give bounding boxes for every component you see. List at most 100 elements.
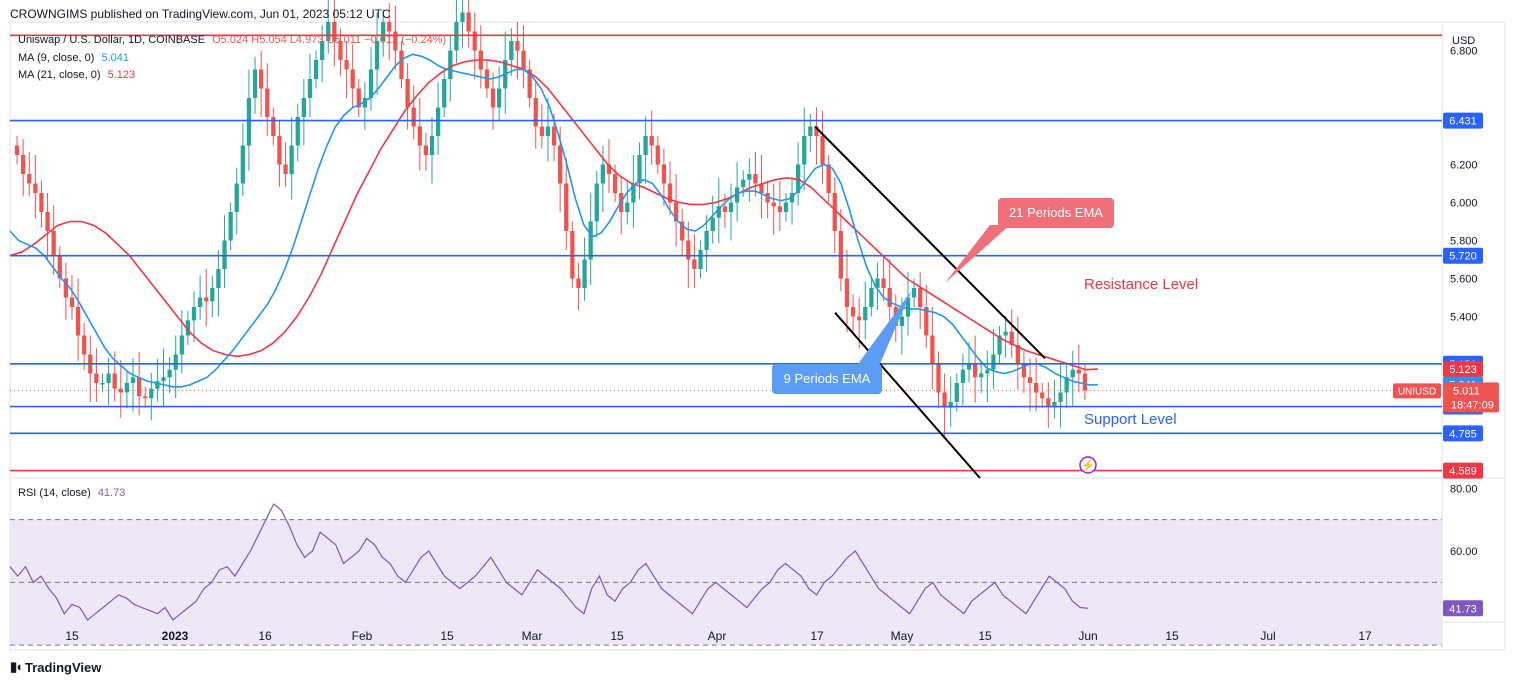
candle-body bbox=[655, 145, 660, 165]
candle-body bbox=[588, 221, 593, 260]
candle-body bbox=[435, 107, 441, 136]
candle-body bbox=[722, 206, 728, 212]
ema21-callout-text: 21 Periods EMA bbox=[1009, 205, 1103, 220]
candle-body bbox=[466, 12, 471, 32]
candle-body bbox=[570, 231, 575, 279]
candle-body bbox=[869, 288, 874, 307]
candle-body bbox=[33, 183, 38, 193]
candle-body bbox=[271, 117, 276, 136]
time-tick-label: 15 bbox=[978, 629, 992, 643]
last-price-value: 5.011 bbox=[1453, 385, 1480, 397]
candle-body bbox=[496, 88, 502, 108]
candle-body bbox=[448, 50, 453, 79]
candle-body bbox=[899, 316, 905, 326]
candle-body bbox=[143, 396, 148, 399]
symbol-tag-text: UNIUSD bbox=[1398, 386, 1436, 397]
candle-body bbox=[399, 50, 404, 79]
candle-body bbox=[332, 22, 337, 41]
candle-body bbox=[94, 373, 99, 383]
candle-body bbox=[1021, 364, 1027, 378]
candle-body bbox=[820, 136, 825, 165]
alert-icon-glyph: ⚡ bbox=[1081, 459, 1095, 472]
candle-body bbox=[51, 231, 56, 256]
candle-body bbox=[112, 373, 117, 389]
candle-body bbox=[356, 88, 361, 108]
candle-body bbox=[747, 174, 752, 180]
candle-body bbox=[39, 193, 44, 212]
candle-body bbox=[600, 164, 606, 184]
ma21-line bbox=[9, 59, 1099, 371]
candle-body bbox=[161, 377, 166, 382]
support-label: Support Level bbox=[1084, 411, 1177, 428]
candle-body bbox=[155, 381, 160, 389]
ema9-callout-box bbox=[772, 364, 882, 394]
tradingview-logo[interactable]: ▮◖ TradingView bbox=[10, 659, 101, 675]
publisher-line: CROWNGIMS published on TradingView.com, … bbox=[10, 7, 391, 21]
channel-upper-trendline bbox=[814, 125, 1046, 360]
candle-body bbox=[649, 136, 654, 146]
candle-body bbox=[1046, 398, 1051, 406]
legend-ma9[interactable]: MA (9, close, 0) 5.041 bbox=[18, 52, 129, 64]
candle-body bbox=[728, 202, 734, 212]
candle-body bbox=[606, 164, 612, 174]
candle-body bbox=[710, 217, 715, 231]
ma21-label: MA (21, close, 0) bbox=[18, 69, 101, 81]
candle-body bbox=[1052, 402, 1057, 406]
candle-body bbox=[826, 164, 831, 193]
legend-symbol: Uniswap / U.S. Dollar, 1D, COINBASE O5.0… bbox=[18, 34, 446, 46]
price-tick-label: 5.400 bbox=[1450, 312, 1478, 324]
legend-rsi[interactable]: RSI (14, close) 41.73 bbox=[18, 487, 125, 499]
candle-body bbox=[216, 269, 221, 288]
candle-body bbox=[808, 126, 813, 136]
time-tick-label: 2023 bbox=[162, 629, 189, 643]
candle-body bbox=[368, 69, 374, 98]
candle-body bbox=[905, 297, 911, 317]
price-tick-label: 5.600 bbox=[1450, 274, 1478, 286]
candle-body bbox=[362, 98, 368, 108]
candle-body bbox=[924, 307, 929, 336]
price-tick-label: 6.200 bbox=[1450, 160, 1478, 172]
candle-body bbox=[387, 22, 392, 32]
candle-body bbox=[576, 278, 581, 288]
price-tick-label: 5.800 bbox=[1450, 236, 1478, 248]
candle-body bbox=[850, 307, 856, 317]
rsi-line bbox=[9, 503, 1089, 621]
candle-body bbox=[802, 136, 807, 165]
candle-body bbox=[533, 98, 538, 127]
candle-body bbox=[185, 320, 191, 336]
candle-body bbox=[594, 183, 599, 222]
candle-body bbox=[771, 202, 776, 207]
candle-body bbox=[411, 107, 416, 127]
time-tick-label: May bbox=[891, 629, 914, 643]
candle-body bbox=[454, 22, 459, 51]
candle-body bbox=[777, 206, 782, 212]
candle-body bbox=[875, 278, 880, 288]
price-label-text: 4.785 bbox=[1449, 428, 1477, 440]
candle-body bbox=[136, 377, 142, 397]
legend-ma21[interactable]: MA (21, close, 0) 5.123 bbox=[18, 69, 135, 81]
candle-body bbox=[301, 98, 306, 117]
candle-body bbox=[167, 369, 172, 378]
candle-body bbox=[814, 126, 819, 136]
tradingview-brand: TradingView bbox=[25, 659, 102, 675]
price-label-text: 4.589 bbox=[1449, 466, 1477, 478]
price-tick-label: 6.000 bbox=[1450, 198, 1478, 210]
price-tick-label: 6.800 bbox=[1450, 46, 1478, 58]
candle-body bbox=[741, 179, 746, 188]
candle-body bbox=[509, 41, 514, 60]
candle-body bbox=[887, 288, 892, 307]
channel-lower-trendline bbox=[834, 312, 981, 479]
price-label-box bbox=[1443, 361, 1483, 378]
ema21-callout-box bbox=[998, 198, 1114, 228]
candle-body bbox=[954, 383, 959, 402]
candle-body bbox=[936, 364, 941, 393]
candle-body bbox=[417, 126, 422, 146]
price-label-box bbox=[1443, 247, 1483, 264]
candle-body bbox=[838, 231, 843, 279]
candle-body bbox=[277, 136, 282, 165]
candle-body bbox=[1040, 392, 1045, 399]
candle-body bbox=[564, 183, 569, 231]
candle-body bbox=[197, 297, 203, 307]
candle-body bbox=[1064, 377, 1069, 393]
